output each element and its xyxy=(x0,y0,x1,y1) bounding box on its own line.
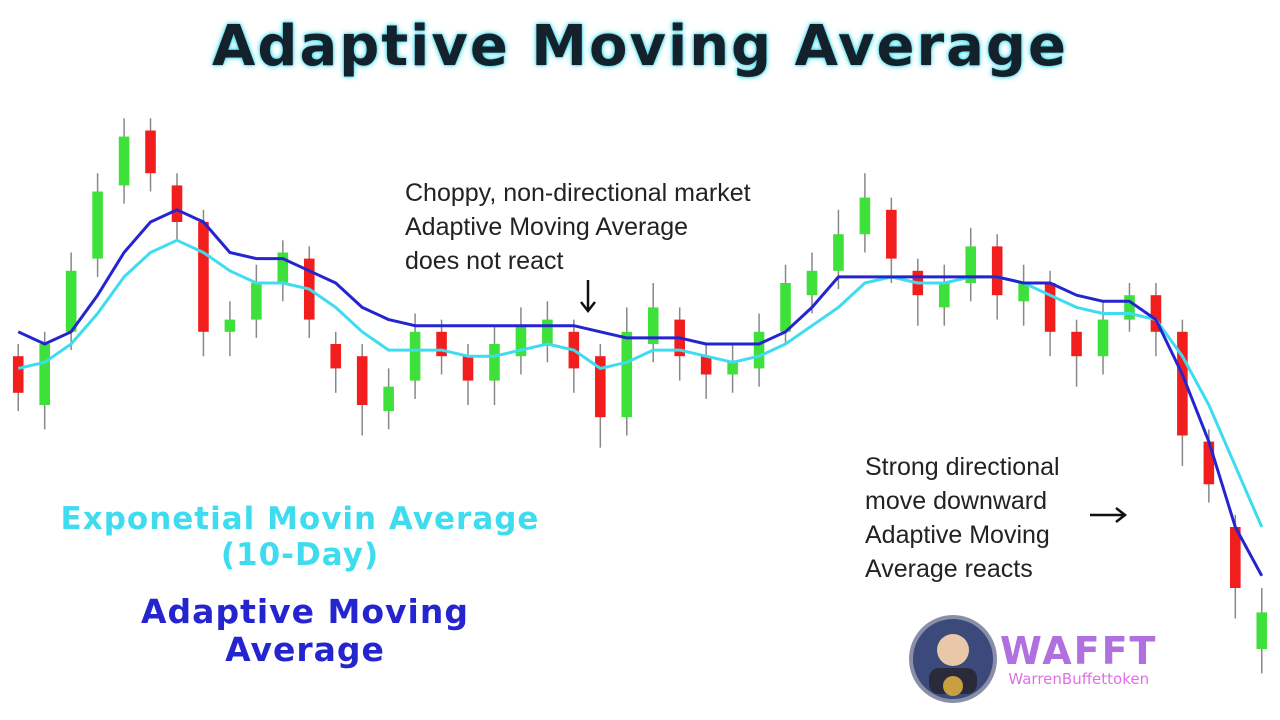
logo: WAFFT WarrenBuffettoken xyxy=(1000,632,1157,688)
candle-body xyxy=(1203,441,1215,485)
chart-title: Adaptive Moving Average xyxy=(212,14,1068,79)
candle-body xyxy=(886,209,897,259)
logo-tagline: WarrenBuffettoken xyxy=(1008,670,1150,688)
logo-badge xyxy=(909,615,997,703)
candle-body xyxy=(251,283,262,320)
annotation-arrow xyxy=(580,280,596,314)
candle-body xyxy=(409,331,421,381)
candle-body xyxy=(436,331,447,357)
candle-body xyxy=(727,362,738,375)
candle-body xyxy=(198,222,209,332)
candle-body xyxy=(965,246,977,283)
line-series xyxy=(17,208,1264,577)
candle-body xyxy=(806,270,818,296)
annotation-line: Strong directional xyxy=(865,453,1060,481)
candle-body xyxy=(753,331,765,369)
candle-body xyxy=(647,307,659,344)
line-series xyxy=(17,238,1264,528)
candle-body xyxy=(171,185,183,222)
annotation-line: Average reacts xyxy=(865,555,1033,583)
annotation: Choppy, non-directional market Adaptive M… xyxy=(405,176,751,278)
candle-body xyxy=(277,252,289,283)
candle-body xyxy=(1044,283,1056,332)
candle-body xyxy=(542,319,553,344)
candle-body xyxy=(330,344,342,369)
candle-body xyxy=(39,344,50,405)
candle-body xyxy=(92,191,103,259)
candle-body xyxy=(859,197,871,235)
annotation-line: Adaptive Moving xyxy=(865,521,1050,549)
annotation-arrow xyxy=(1090,507,1128,523)
candle-body xyxy=(991,246,1003,296)
candle-body xyxy=(595,356,606,418)
candle-body xyxy=(1150,295,1162,332)
candle-body xyxy=(1177,331,1188,436)
candle-body xyxy=(1071,331,1082,357)
candle-body xyxy=(462,356,474,381)
candle-body xyxy=(833,234,844,271)
legend-entry: Exponetial Movin Average (10-Day) xyxy=(60,501,540,573)
candle-body xyxy=(489,344,500,381)
plot-area xyxy=(12,118,1268,674)
candle-body xyxy=(1097,319,1109,357)
candle-body xyxy=(1256,612,1268,649)
annotation-line: Adaptive Moving Average xyxy=(405,213,689,241)
candle-body xyxy=(118,136,130,186)
annotation-line: Choppy, non-directional market xyxy=(405,179,751,207)
candle-body xyxy=(1124,295,1135,320)
annotation: Strong directional move downward Adaptive … xyxy=(865,450,1060,586)
candle-body xyxy=(383,386,394,412)
candle-body xyxy=(224,319,236,332)
candle-body xyxy=(700,356,712,375)
candle-body xyxy=(621,331,633,418)
annotation-line: does not react xyxy=(405,247,564,275)
candle-body xyxy=(1018,283,1029,302)
candle-body xyxy=(938,283,950,308)
annotation-line: move downward xyxy=(865,487,1048,515)
candle-body xyxy=(356,356,368,405)
candle-body xyxy=(780,283,791,332)
candle-body xyxy=(12,356,24,393)
logo-name: WAFFT xyxy=(1000,629,1158,673)
candle-body xyxy=(145,130,156,174)
legend-entry: Adaptive Moving Average xyxy=(141,592,469,669)
candle-body xyxy=(515,325,527,357)
candle-body xyxy=(65,270,77,332)
candle-body xyxy=(1230,527,1241,588)
